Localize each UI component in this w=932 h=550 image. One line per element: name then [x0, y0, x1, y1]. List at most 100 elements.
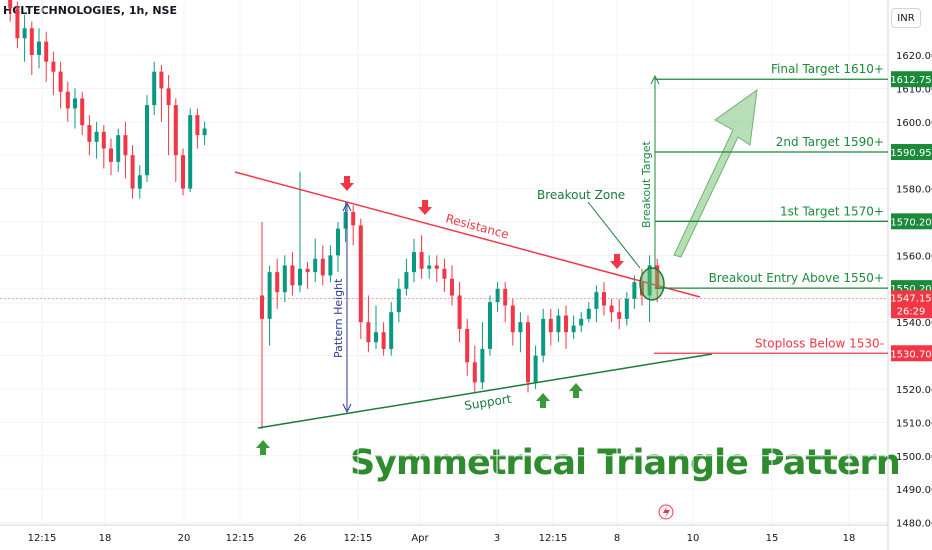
candle-body — [518, 322, 523, 333]
y-tick-label: 1620.00 — [896, 51, 932, 62]
candle-body — [602, 292, 606, 306]
candle-body — [427, 265, 432, 269]
support-touch-arrow — [536, 393, 550, 408]
candle-body — [336, 228, 340, 256]
candle-body — [188, 115, 193, 189]
candle-body — [305, 268, 310, 273]
level-label: 1st Target 1570+ — [780, 204, 884, 218]
x-tick-label: 10 — [687, 533, 700, 544]
candle-body — [22, 28, 27, 39]
candle-body — [404, 272, 409, 289]
candle-body — [381, 332, 386, 349]
candle-body — [275, 272, 280, 293]
x-tick-label: 12:15 — [539, 533, 568, 544]
candle-body — [465, 328, 470, 363]
candle-body — [8, 0, 13, 9]
level-label: Stoploss Below 1530- — [755, 336, 884, 350]
candle-body — [434, 265, 439, 269]
y-tick-label: 1600.00 — [896, 118, 932, 129]
x-tick-label: 26 — [294, 533, 307, 544]
candle-body — [617, 312, 622, 319]
candle-body — [480, 348, 485, 383]
level-price-tag-bg — [891, 144, 932, 161]
candle-body — [152, 71, 157, 106]
y-tick-label: 1520.00 — [896, 385, 932, 396]
level-price-tag-bg — [891, 71, 932, 88]
level-price-tag-text: 1530.70 — [890, 349, 931, 360]
candle-body — [526, 322, 530, 383]
candle-body — [450, 278, 454, 296]
y-tick-label: 1560.00 — [896, 251, 932, 262]
y-tick-label: 1510.00 — [896, 418, 932, 429]
level-price-tag-bg — [891, 345, 932, 362]
resistance-touch-arrow — [340, 176, 354, 191]
candle-body — [396, 288, 401, 313]
candle-body — [389, 312, 394, 349]
candle-body — [116, 135, 121, 162]
candle-body — [320, 258, 325, 276]
candle-body — [419, 252, 424, 269]
candle-body — [73, 98, 77, 109]
candle-body — [29, 28, 34, 55]
candle-body — [594, 292, 599, 309]
y-tick-label: 1610.00 — [896, 84, 932, 95]
candle-body — [328, 255, 333, 276]
current-price-tag: 1547.15 26:29 — [890, 290, 932, 319]
level-price-tag: 1570.20 — [890, 213, 932, 230]
candle-body — [130, 155, 135, 189]
candle-body — [624, 298, 629, 319]
x-tick-label: 3 — [494, 533, 500, 544]
level-price-tag: 1530.70 — [890, 345, 932, 362]
candle-body — [87, 125, 92, 142]
candle-body — [571, 325, 576, 333]
y-tick-label: 1540.00 — [896, 318, 932, 329]
projection-arrow — [673, 88, 758, 258]
chart-title: HCLTECHNOLOGIES, 1h, NSE — [3, 4, 177, 17]
candle-body — [548, 318, 553, 333]
pattern-height-arrowhead-bottom — [342, 403, 352, 414]
level-price-tag-bg — [891, 213, 932, 230]
current-price-countdown: 26:29 — [897, 306, 926, 317]
candle-body — [609, 305, 614, 313]
candle-body — [44, 41, 49, 62]
candle-body — [442, 268, 447, 279]
resistance-touch-arrow — [418, 200, 432, 215]
candle-body — [495, 288, 500, 303]
candle-body — [267, 272, 272, 319]
level-price-tag-text: 1612.75 — [890, 75, 931, 86]
candle-body — [533, 355, 538, 383]
candle-body — [632, 282, 637, 299]
candle-body — [510, 305, 515, 333]
support-touch-arrow — [256, 440, 270, 455]
candle-body — [202, 128, 207, 136]
x-tick-label: 12:15 — [226, 533, 255, 544]
candle-body — [37, 41, 41, 55]
candle-body — [503, 288, 508, 306]
candle-body — [159, 71, 164, 89]
level-price-tag: 1590.95 — [890, 144, 932, 161]
level-price-tag-text: 1570.20 — [890, 217, 931, 228]
current-price-value: 1547.15 — [890, 293, 931, 304]
candle-body — [51, 61, 56, 72]
candle-body — [101, 131, 106, 149]
candle-body — [58, 71, 63, 92]
breakout-zone-label: Breakout Zone — [537, 188, 625, 202]
candle-body — [145, 105, 149, 176]
x-tick-label: 8 — [614, 533, 620, 544]
breakout-zone-pointer — [587, 201, 641, 269]
level-price-tag-text: 1590.95 — [890, 148, 931, 159]
candle-body — [94, 131, 99, 142]
x-tick-label: 15 — [766, 533, 779, 544]
pattern-height-arrowhead-top — [342, 201, 352, 212]
resistance-line — [234, 171, 701, 298]
candle-body — [173, 105, 178, 156]
candle-body — [579, 318, 584, 326]
candle-body — [564, 315, 568, 333]
candle-body — [65, 91, 70, 109]
breakout-target-label: Breakout Target — [640, 140, 653, 228]
candle-body — [313, 258, 318, 273]
candle-body — [358, 225, 363, 323]
candle-body — [556, 315, 561, 333]
currency-button[interactable]: INR — [891, 8, 921, 28]
level-price-tag: 1612.75 — [890, 71, 932, 88]
